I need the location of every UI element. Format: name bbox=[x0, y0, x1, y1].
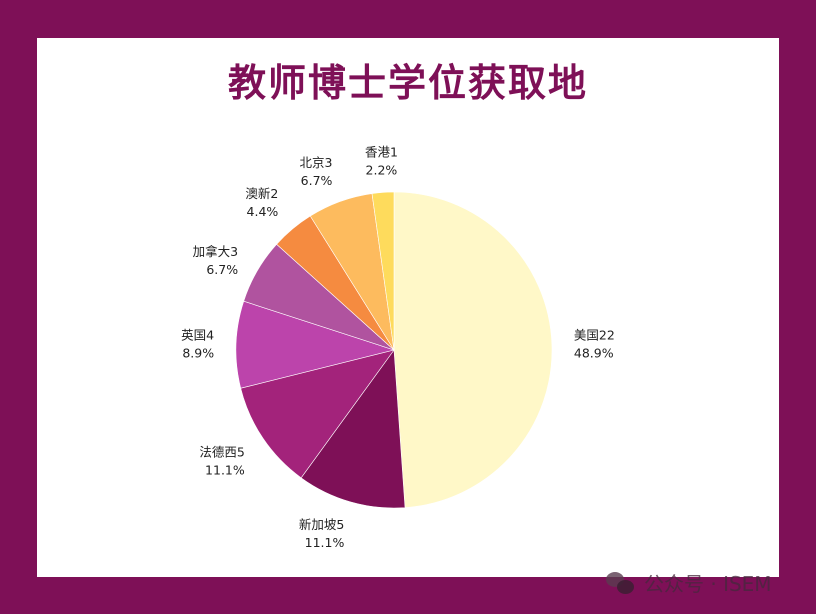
wechat-icon bbox=[606, 571, 636, 594]
slice-label-name: 北京3 bbox=[299, 155, 332, 170]
slice-label: 新加坡5 11.1% bbox=[299, 517, 345, 550]
slice-label: 英国4 8.9% bbox=[181, 328, 214, 361]
slice-label-percent: 4.4% bbox=[247, 204, 279, 219]
slice-label-name: 香港1 bbox=[365, 144, 398, 159]
slice-label-percent: 48.9% bbox=[574, 346, 614, 361]
slice-label: 加拿大3 6.7% bbox=[193, 244, 239, 277]
pie-slice-1 bbox=[300, 349, 406, 509]
slice-label-name: 加拿大3 bbox=[193, 244, 238, 259]
slice-label: 香港1 2.2% bbox=[365, 144, 398, 177]
pie-slice-7 bbox=[371, 191, 395, 351]
slice-label-name: 美国22 bbox=[574, 328, 615, 343]
chart-title: 教师博士学位获取地 bbox=[227, 61, 588, 105]
watermark: 公众号 · ISEM bbox=[606, 568, 772, 597]
slice-label-name: 新加坡5 bbox=[299, 517, 344, 532]
slice-label-percent: 8.9% bbox=[182, 346, 214, 361]
pie-slice-2 bbox=[240, 349, 395, 479]
slice-label-name: 澳新2 bbox=[245, 186, 278, 201]
watermark-text: 公众号 · ISEM bbox=[644, 572, 772, 596]
slice-label: 美国22 48.9% bbox=[574, 328, 615, 361]
slice-label: 法德西5 11.1% bbox=[199, 445, 245, 478]
pie-slice-3 bbox=[235, 300, 396, 389]
slice-label-percent: 11.1% bbox=[305, 535, 345, 550]
slice-label-percent: 2.2% bbox=[366, 162, 398, 177]
slice-label: 澳新2 4.4% bbox=[245, 186, 278, 219]
slice-label-percent: 6.7% bbox=[301, 173, 333, 188]
slice-label-name: 法德西5 bbox=[199, 445, 244, 460]
slice-label-percent: 11.1% bbox=[205, 463, 245, 478]
slice-label: 北京3 6.7% bbox=[299, 155, 332, 188]
slice-label-percent: 6.7% bbox=[206, 262, 238, 277]
slice-label-name: 英国4 bbox=[181, 328, 214, 343]
pie-slice-0 bbox=[393, 191, 553, 508]
